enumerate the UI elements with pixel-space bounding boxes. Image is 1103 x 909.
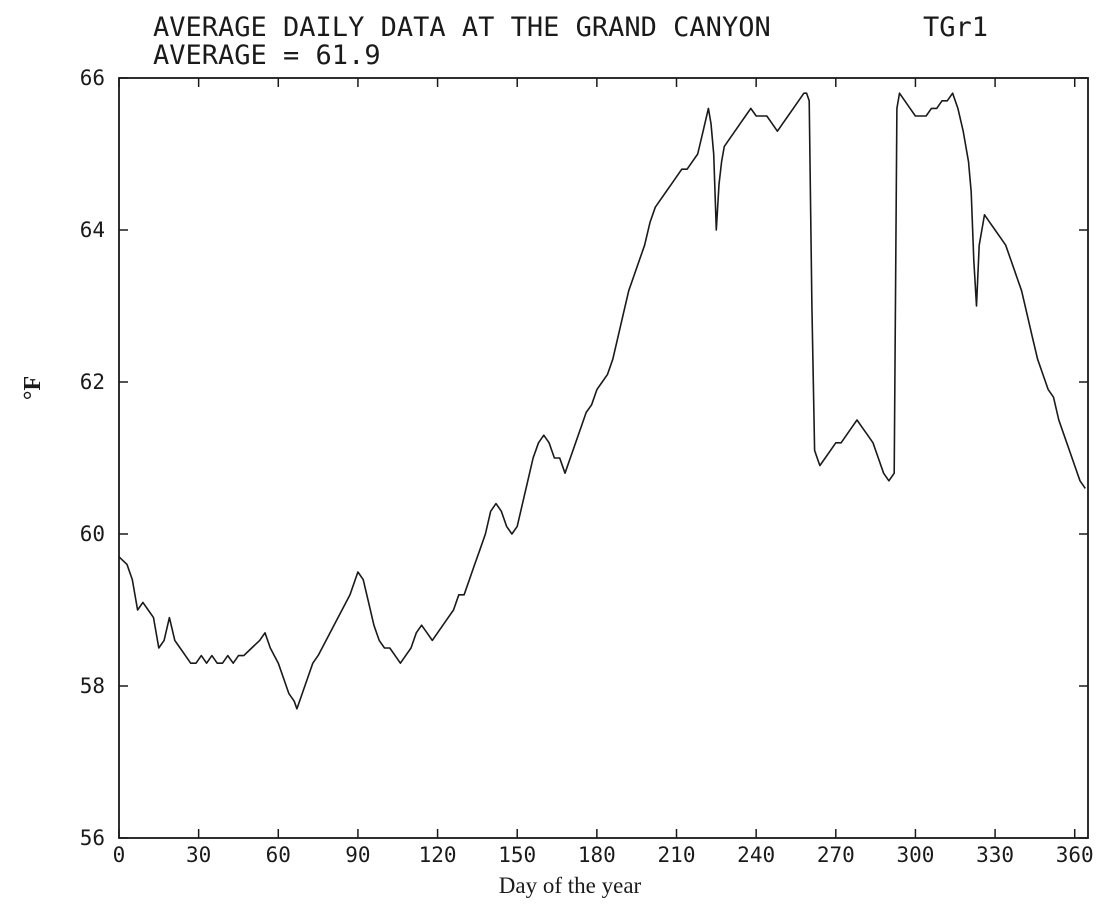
y-tick-label: 66 (80, 66, 105, 90)
y-axis-label: °F (20, 376, 46, 400)
x-tick-label: 210 (658, 843, 696, 867)
x-tick-label: 30 (186, 843, 211, 867)
x-tick-label: 90 (345, 843, 370, 867)
x-tick-label: 60 (266, 843, 291, 867)
x-tick-label: 360 (1056, 843, 1094, 867)
x-tick-label: 150 (498, 843, 536, 867)
plot-frame (118, 77, 1089, 839)
y-tick-label: 64 (80, 218, 105, 242)
x-tick-label: 120 (419, 843, 457, 867)
x-axis: 0 30 60 90 120 150 180 210 240 270 300 330 360 (113, 78, 1094, 867)
y-tick-label: 60 (80, 522, 105, 546)
chart-subtitle: AVERAGE = 61.9 (153, 40, 381, 71)
x-axis-label: Day of the year (499, 873, 642, 898)
y-tick-label: 58 (80, 674, 105, 698)
chart-title-tag: TGr1 (923, 12, 988, 43)
x-tick-label: 240 (737, 843, 775, 867)
y-tick-label: 56 (80, 826, 105, 850)
temperature-series-line (118, 92, 1086, 710)
x-tick-label: 180 (578, 843, 616, 867)
x-tick-label: 0 (113, 843, 126, 867)
y-axis: 56 58 60 62 64 66 (80, 66, 1088, 850)
y-tick-label: 62 (80, 370, 105, 394)
x-tick-label: 300 (896, 843, 934, 867)
chart-title: AVERAGE DAILY DATA AT THE GRAND CANYON (153, 12, 771, 43)
x-tick-label: 330 (976, 843, 1014, 867)
x-tick-label: 270 (817, 843, 855, 867)
